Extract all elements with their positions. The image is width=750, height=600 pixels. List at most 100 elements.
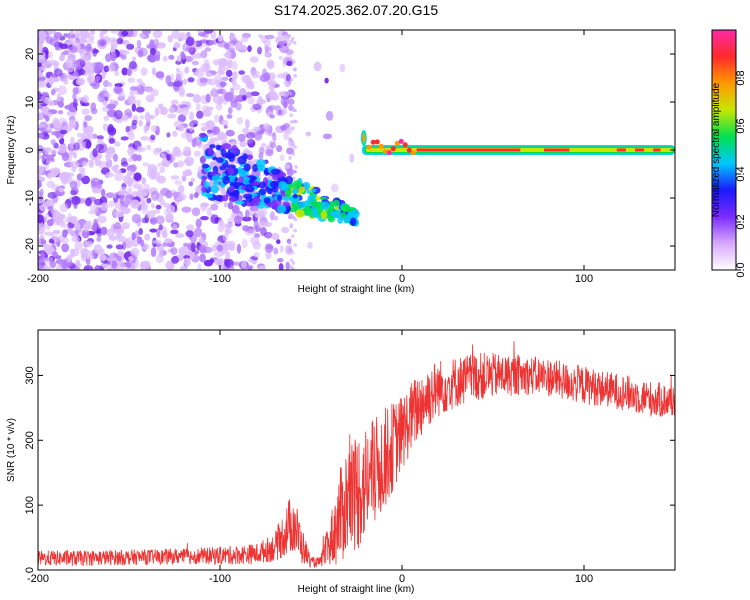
- trace-blob: [210, 184, 219, 194]
- carrier-core: [634, 148, 645, 152]
- noise-blob: [105, 172, 114, 178]
- noise-blob: [61, 243, 70, 253]
- noise-blob: [196, 110, 204, 119]
- noise-blob: [293, 74, 297, 78]
- noise-blob: [38, 65, 44, 72]
- noise-blob: [258, 33, 263, 39]
- noise-blob: [45, 59, 51, 65]
- noise-blob: [168, 54, 175, 60]
- top-x-ticks: -200 -100 0 100: [27, 30, 593, 285]
- noise-blob: [183, 257, 191, 267]
- noise-blob: [330, 183, 339, 193]
- noise-blob: [71, 195, 81, 205]
- noise-blob: [294, 165, 298, 169]
- noise-blob: [305, 131, 312, 137]
- noise-blob: [59, 202, 69, 213]
- trace-blob: [232, 181, 239, 190]
- x-tick-label: -200: [27, 573, 49, 585]
- noise-blob: [121, 207, 131, 215]
- noise-blob: [64, 216, 72, 223]
- noise-blob: [146, 197, 152, 204]
- noise-blob: [38, 236, 41, 246]
- noise-blob: [178, 246, 188, 256]
- noise-blob: [179, 89, 185, 98]
- noise-blob: [264, 34, 275, 40]
- noise-blob: [282, 57, 287, 68]
- noise-blob: [165, 213, 174, 223]
- noise-blob: [44, 212, 50, 220]
- noise-blob: [177, 114, 187, 123]
- noise-blob: [45, 154, 54, 161]
- noise-blob: [171, 30, 180, 39]
- noise-blob: [114, 109, 123, 120]
- trace-blob: [211, 174, 221, 183]
- noise-blob: [146, 170, 152, 177]
- noise-blob: [266, 59, 275, 70]
- noise-blob: [188, 181, 194, 187]
- noise-blob: [115, 232, 122, 239]
- noise-blob: [280, 90, 290, 97]
- trace-blob: [304, 205, 311, 214]
- noise-blob: [113, 153, 118, 162]
- noise-blob: [77, 227, 83, 236]
- noise-blob: [95, 153, 103, 159]
- noise-blob: [173, 150, 184, 158]
- noise-blob: [182, 146, 192, 157]
- noise-blob: [85, 197, 92, 207]
- noise-blob: [188, 122, 195, 132]
- colorbar: 0.0 0.2 0.4 0.6 0.8 Normalized spectral ampl…: [711, 29, 747, 278]
- noise-blob: [90, 30, 96, 36]
- noise-blob: [72, 152, 77, 159]
- noise-blob: [68, 149, 74, 156]
- noise-blob: [205, 72, 213, 77]
- trace-blob: [340, 212, 347, 219]
- noise-blob: [276, 145, 283, 153]
- bottom-y-ticks: 0 100 200 300: [24, 366, 675, 573]
- noise-blob: [55, 130, 61, 139]
- noise-blob: [127, 99, 138, 105]
- noise-blob: [282, 108, 288, 115]
- noise-blob: [170, 175, 180, 180]
- noise-blob: [194, 227, 203, 238]
- trace-blob: [215, 157, 224, 163]
- noise-blob: [177, 124, 185, 132]
- trace-blob: [243, 163, 251, 172]
- noise-blob: [291, 141, 295, 146]
- trace-blob: [214, 194, 224, 202]
- noise-marks: [38, 30, 355, 270]
- noise-blob: [225, 251, 231, 260]
- noise-blob: [63, 50, 70, 56]
- noise-blob: [325, 110, 334, 121]
- carrier-blob: [374, 139, 380, 145]
- noise-blob: [97, 92, 105, 103]
- noise-blob: [100, 202, 109, 211]
- noise-blob: [84, 115, 93, 122]
- noise-blob: [131, 213, 141, 224]
- noise-blob: [73, 142, 80, 151]
- x-tick-label: 0: [399, 573, 405, 585]
- noise-blob: [289, 113, 294, 118]
- noise-blob: [199, 77, 208, 83]
- noise-blob: [74, 30, 83, 36]
- noise-blob: [58, 129, 68, 135]
- carrier-blob: [366, 144, 372, 150]
- noise-blob: [164, 238, 173, 244]
- noise-blob: [100, 30, 108, 35]
- noise-blob: [132, 56, 137, 62]
- noise-blob: [236, 243, 242, 254]
- noise-blob: [288, 212, 293, 217]
- noise-blob: [51, 167, 61, 176]
- noise-blob: [57, 85, 67, 96]
- noise-blob: [281, 226, 290, 234]
- noise-blob: [266, 245, 274, 250]
- colorbar-frame: [711, 29, 737, 271]
- noise-blob: [38, 123, 45, 129]
- noise-blob: [44, 231, 54, 237]
- trace-blob: [298, 201, 306, 209]
- noise-blob: [43, 265, 53, 270]
- noise-blob: [269, 211, 276, 221]
- noise-blob: [138, 120, 143, 127]
- y-tick-label: -20: [24, 238, 36, 254]
- trace-blob: [350, 217, 357, 227]
